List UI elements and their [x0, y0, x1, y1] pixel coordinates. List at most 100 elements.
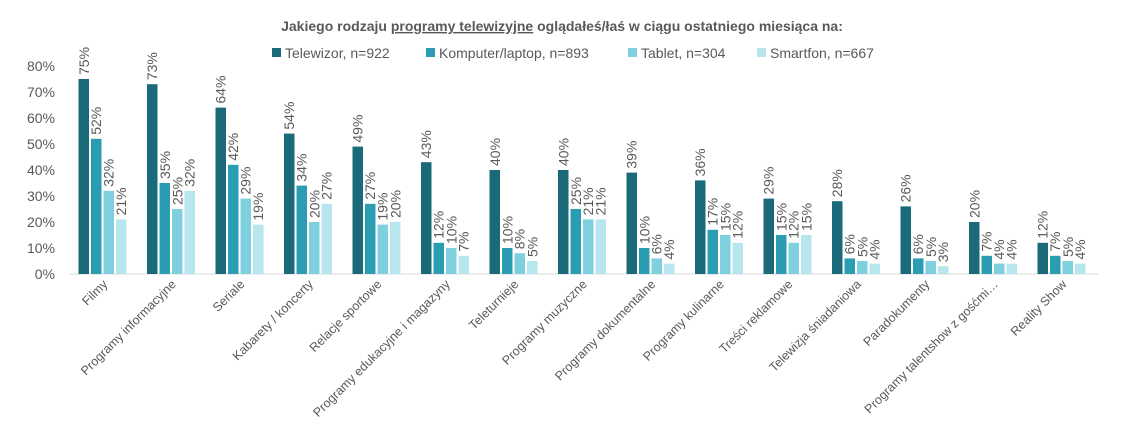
bar: [913, 258, 924, 274]
data-label: 5%: [854, 237, 870, 257]
data-label: 32%: [182, 159, 198, 187]
bars: 75%52%32%21%73%35%25%32%64%42%29%19%54%3…: [76, 47, 1088, 274]
data-label: 49%: [350, 115, 366, 143]
data-label: 4%: [991, 239, 1007, 259]
data-label: 25%: [169, 177, 185, 205]
bar: [938, 266, 949, 274]
data-label: 29%: [238, 167, 254, 195]
bar: [651, 258, 662, 274]
data-label: 6%: [842, 234, 858, 254]
data-label: 39%: [624, 141, 640, 169]
x-tick-label: Relacje sportowe: [307, 277, 385, 355]
bar: [184, 190, 195, 274]
bar: [527, 261, 538, 274]
data-label: 17%: [705, 198, 721, 226]
data-label: 15%: [798, 203, 814, 231]
data-label: 4%: [867, 239, 883, 259]
data-label: 34%: [294, 154, 310, 182]
bar: [695, 180, 706, 274]
bar: [502, 248, 513, 274]
legend-swatch: [272, 48, 281, 57]
data-label: 27%: [362, 172, 378, 200]
data-label: 6%: [910, 234, 926, 254]
x-tick-label: Reality Show: [1008, 277, 1070, 339]
bar: [664, 263, 675, 274]
bar: [595, 219, 606, 274]
x-tick-label: Teleturnieje: [466, 277, 521, 332]
bar: [147, 84, 158, 274]
data-label: 4%: [1004, 239, 1020, 259]
bar: [116, 219, 127, 274]
data-label: 73%: [144, 52, 160, 80]
legend-label: Telewizor, n=922: [285, 45, 390, 61]
bar: [583, 219, 594, 274]
legend-swatch: [757, 48, 766, 57]
bar: [390, 222, 401, 274]
data-label: 52%: [88, 107, 104, 135]
data-label: 4%: [661, 239, 677, 259]
bar: [321, 203, 332, 274]
bar: [433, 242, 444, 274]
data-label: 12%: [1035, 211, 1051, 239]
data-label: 43%: [418, 130, 434, 158]
data-label: 10%: [443, 216, 459, 244]
bar: [969, 222, 980, 274]
data-label: 27%: [319, 172, 335, 200]
bar: [801, 235, 812, 274]
bar: [763, 198, 774, 274]
bar: [514, 253, 525, 274]
data-label: 10%: [636, 216, 652, 244]
bar: [103, 190, 114, 274]
data-label: 21%: [113, 187, 129, 215]
bar: [857, 261, 868, 274]
legend: Telewizor, n=922 Komputer/laptop, n=893 Ta…: [272, 45, 874, 61]
data-label: 15%: [773, 203, 789, 231]
data-label: 20%: [306, 190, 322, 218]
chart-title-part-3: oglądałeś/łaś w ciągu ostatniego miesiąc…: [533, 18, 843, 34]
bar: [228, 164, 239, 274]
data-label: 21%: [593, 187, 609, 215]
bar: [720, 235, 731, 274]
bar: [240, 198, 251, 274]
bar: [172, 209, 183, 274]
data-label: 20%: [387, 190, 403, 218]
data-label: 5%: [1060, 237, 1076, 257]
bar: [869, 263, 880, 274]
bar: [788, 242, 799, 274]
legend-swatch: [426, 48, 435, 57]
bar: [215, 107, 226, 274]
bar: [707, 229, 718, 274]
bar: [489, 170, 500, 274]
bar: [925, 261, 936, 274]
bar: [365, 203, 376, 274]
data-label: 19%: [250, 193, 266, 221]
y-tick-label: 50%: [27, 136, 55, 152]
bar: [309, 222, 320, 274]
bar: [639, 248, 650, 274]
data-label: 3%: [935, 242, 951, 262]
bar: [994, 263, 1005, 274]
bar: [1050, 255, 1061, 274]
legend-swatch: [628, 48, 637, 57]
data-label: 54%: [281, 102, 297, 130]
bar: [352, 146, 363, 274]
bar: [296, 185, 307, 274]
y-tick-label: 40%: [27, 162, 55, 178]
data-label: 29%: [761, 167, 777, 195]
bar: [284, 133, 295, 274]
x-tick-label: Programy edukacyjne i magazyny: [310, 277, 453, 420]
bar: [844, 258, 855, 274]
bar: [446, 248, 457, 274]
y-tick-label: 70%: [27, 84, 55, 100]
data-label: 7%: [979, 232, 995, 252]
data-label: 20%: [966, 190, 982, 218]
x-tick-label: Programy talentshow z gośćmi…: [862, 277, 1001, 416]
data-label: 12%: [730, 211, 746, 239]
y-tick-label: 80%: [27, 58, 55, 74]
data-label: 32%: [101, 159, 117, 187]
data-label: 28%: [829, 169, 845, 197]
bar: [1062, 261, 1073, 274]
bar: [570, 209, 581, 274]
data-label: 10%: [499, 216, 515, 244]
